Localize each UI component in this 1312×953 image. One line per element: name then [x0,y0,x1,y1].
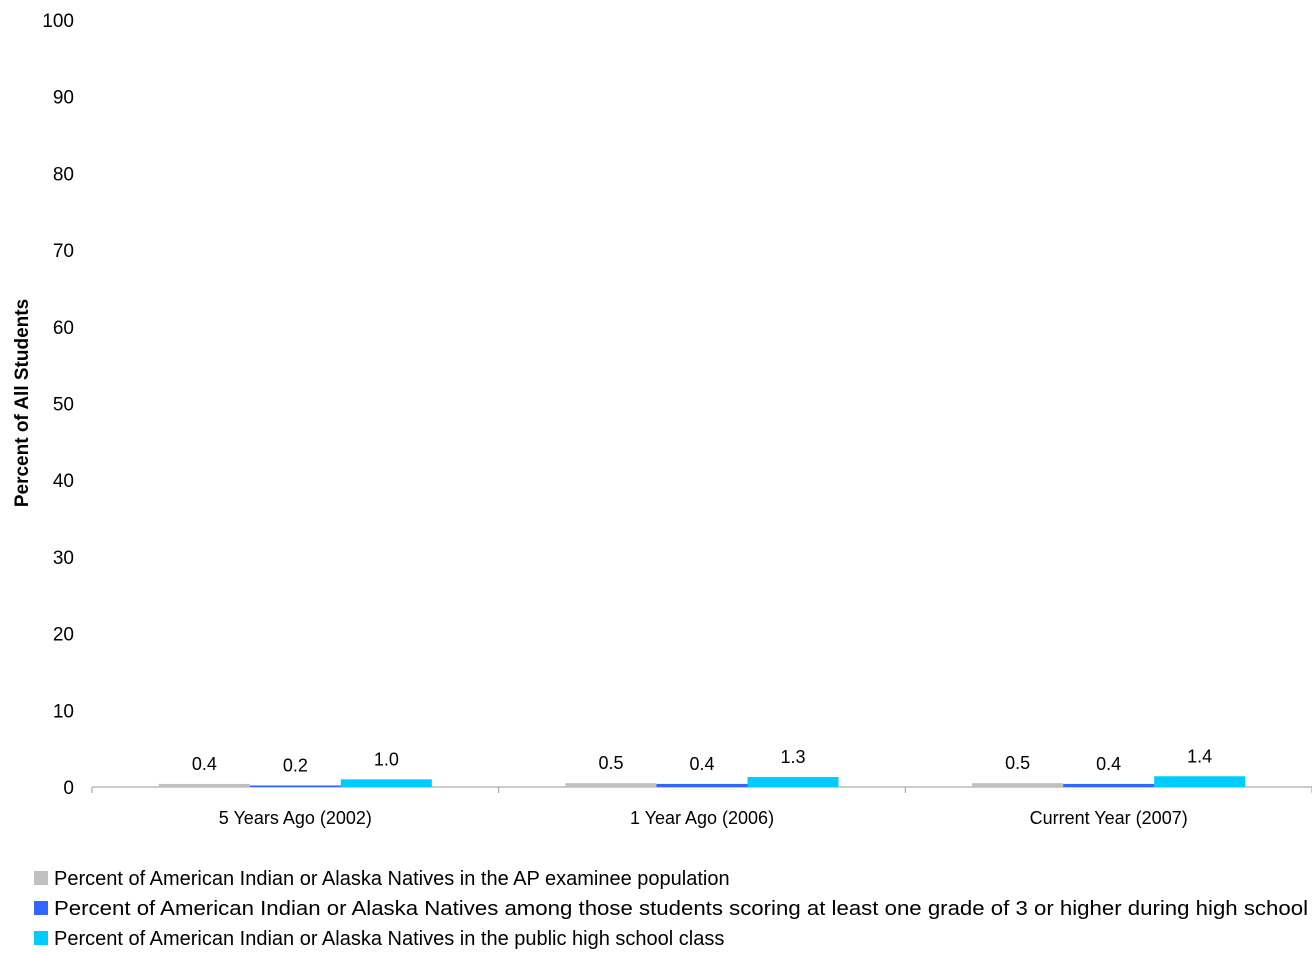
category-label: 1 Year Ago (2006) [630,808,774,828]
bars [158,776,1246,787]
bar-series-1 [565,783,657,787]
data-label: 0.5 [1005,753,1030,773]
bar-series-2 [1063,783,1155,787]
data-label: 0.4 [689,754,714,774]
data-label: 1.4 [1187,746,1212,766]
category-label: Current Year (2007) [1030,808,1188,828]
data-label: 0.2 [283,755,308,775]
category-labels: 5 Years Ago (2002) 1 Year Ago (2006) Curre… [219,808,1188,828]
legend-label: Percent of American Indian or Alaska Nat… [54,868,730,890]
y-tick-label: 0 [63,778,74,799]
y-tick-label: 20 [53,625,74,646]
data-label: 0.4 [192,754,217,774]
y-tick-label: 30 [53,548,74,569]
category-label: 5 Years Ago (2002) [219,808,372,828]
bar-series-3 [340,779,432,787]
data-label: 0.4 [1096,754,1121,774]
y-tick-label: 10 [53,701,74,722]
y-axis-tick-labels: 0 10 20 30 40 50 60 70 80 90 100 [42,11,74,799]
bar-series-2 [656,783,748,787]
y-tick-label: 80 [53,164,74,185]
data-label: 0.5 [598,753,623,773]
y-tick-label: 50 [53,395,74,416]
bar-series-3 [747,777,839,787]
y-axis-title: Percent of All Students [12,299,33,507]
y-tick-label: 90 [53,88,74,109]
bar-series-2 [249,785,341,787]
bar-series-1 [158,783,250,787]
legend-label: Percent of American Indian or Alaska Nat… [54,928,724,950]
data-label: 1.3 [780,747,805,767]
x-axis-tick-marks [91,787,1312,793]
bar-series-1 [972,783,1064,787]
legend-label: Percent of American Indian or Alaska Nat… [54,898,1308,920]
y-tick-label: 70 [53,241,74,262]
legend-swatch [34,901,48,915]
legend-swatch [34,931,48,945]
legend-swatch [34,871,48,885]
legend: Percent of American Indian or Alaska Nat… [34,868,1308,950]
data-label: 1.0 [374,749,399,769]
data-labels: 0.4 0.2 1.0 0.5 0.4 1.3 0.5 0.4 1.4 [192,746,1212,775]
y-tick-label: 100 [42,11,74,32]
bar-series-3 [1154,776,1246,787]
y-tick-label: 60 [53,318,74,339]
y-tick-label: 40 [53,471,74,492]
